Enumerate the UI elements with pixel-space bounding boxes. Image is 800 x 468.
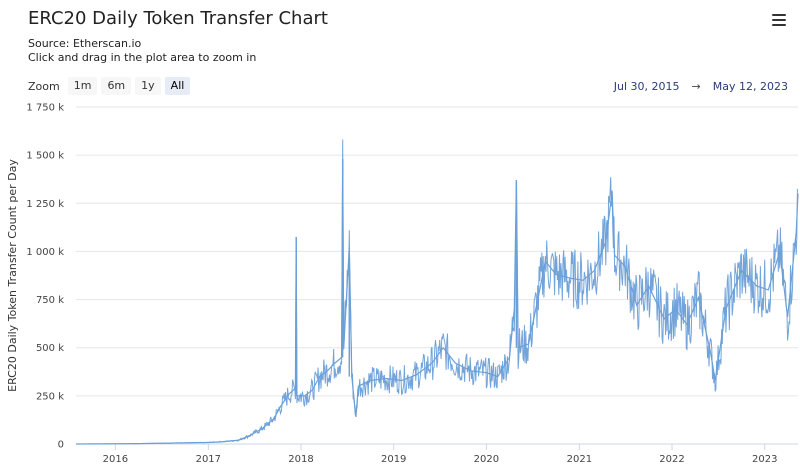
- x-tick-label: 2019: [381, 454, 406, 465]
- x-tick-label: 2021: [567, 454, 592, 465]
- range-arrow: →: [691, 80, 701, 93]
- series-daily-noise: [76, 139, 798, 445]
- subtitle-instructions: Click and drag in the plot area to zoom …: [28, 51, 257, 64]
- x-tick-label: 2018: [288, 454, 313, 465]
- y-tick-label: 500 k: [36, 343, 64, 354]
- zoom-button-6m[interactable]: 6m: [101, 77, 132, 95]
- y-tick-label: 1 750 k: [26, 103, 64, 114]
- hamburger-menu-icon[interactable]: [772, 14, 786, 26]
- series-line: [75, 158, 799, 445]
- x-tick-label: 2017: [196, 454, 221, 465]
- range-from-input[interactable]: Jul 30, 2015: [613, 80, 680, 93]
- date-range: Jul 30, 2015 → May 12, 2023: [614, 80, 788, 93]
- y-tick-label: 0: [58, 440, 64, 451]
- y-tick-label: 750 k: [36, 295, 64, 306]
- zoom-button-all[interactable]: All: [164, 77, 191, 95]
- x-axis: 2016 2017 2018 2019 2020 2021 2022 2023: [103, 444, 777, 465]
- y-tick-label: 1 250 k: [26, 199, 64, 210]
- subtitle-source: Source: Etherscan.io: [28, 37, 142, 50]
- zoom-label: Zoom: [28, 79, 60, 93]
- y-axis-label: ERC20 Daily Token Transfer Count per Day: [6, 159, 19, 392]
- y-tick-label: 1 000 k: [26, 247, 64, 258]
- x-tick-label: 2023: [752, 454, 777, 465]
- y-axis: 0 250 k 500 k 750 k 1 000 k 1 250 k 1 500 k 1 7…: [26, 103, 64, 451]
- zoom-button-1y[interactable]: 1y: [135, 77, 161, 95]
- x-tick-label: 2020: [474, 454, 499, 465]
- x-tick-label: 2022: [659, 454, 684, 465]
- y-tick-label: 250 k: [36, 391, 64, 402]
- chart-title: ERC20 Daily Token Transfer Chart: [28, 8, 328, 29]
- zoom-controls: Zoom 1m 6m 1y All: [28, 77, 191, 95]
- series-layer: [75, 139, 799, 445]
- x-tick-label: 2016: [103, 454, 128, 465]
- range-to-input[interactable]: May 12, 2023: [712, 80, 788, 93]
- y-tick-label: 1 500 k: [26, 151, 64, 162]
- chart-subtitle: Source: Etherscan.io Click and drag in t…: [28, 37, 256, 65]
- grid: [76, 106, 798, 445]
- zoom-button-1m[interactable]: 1m: [67, 77, 98, 95]
